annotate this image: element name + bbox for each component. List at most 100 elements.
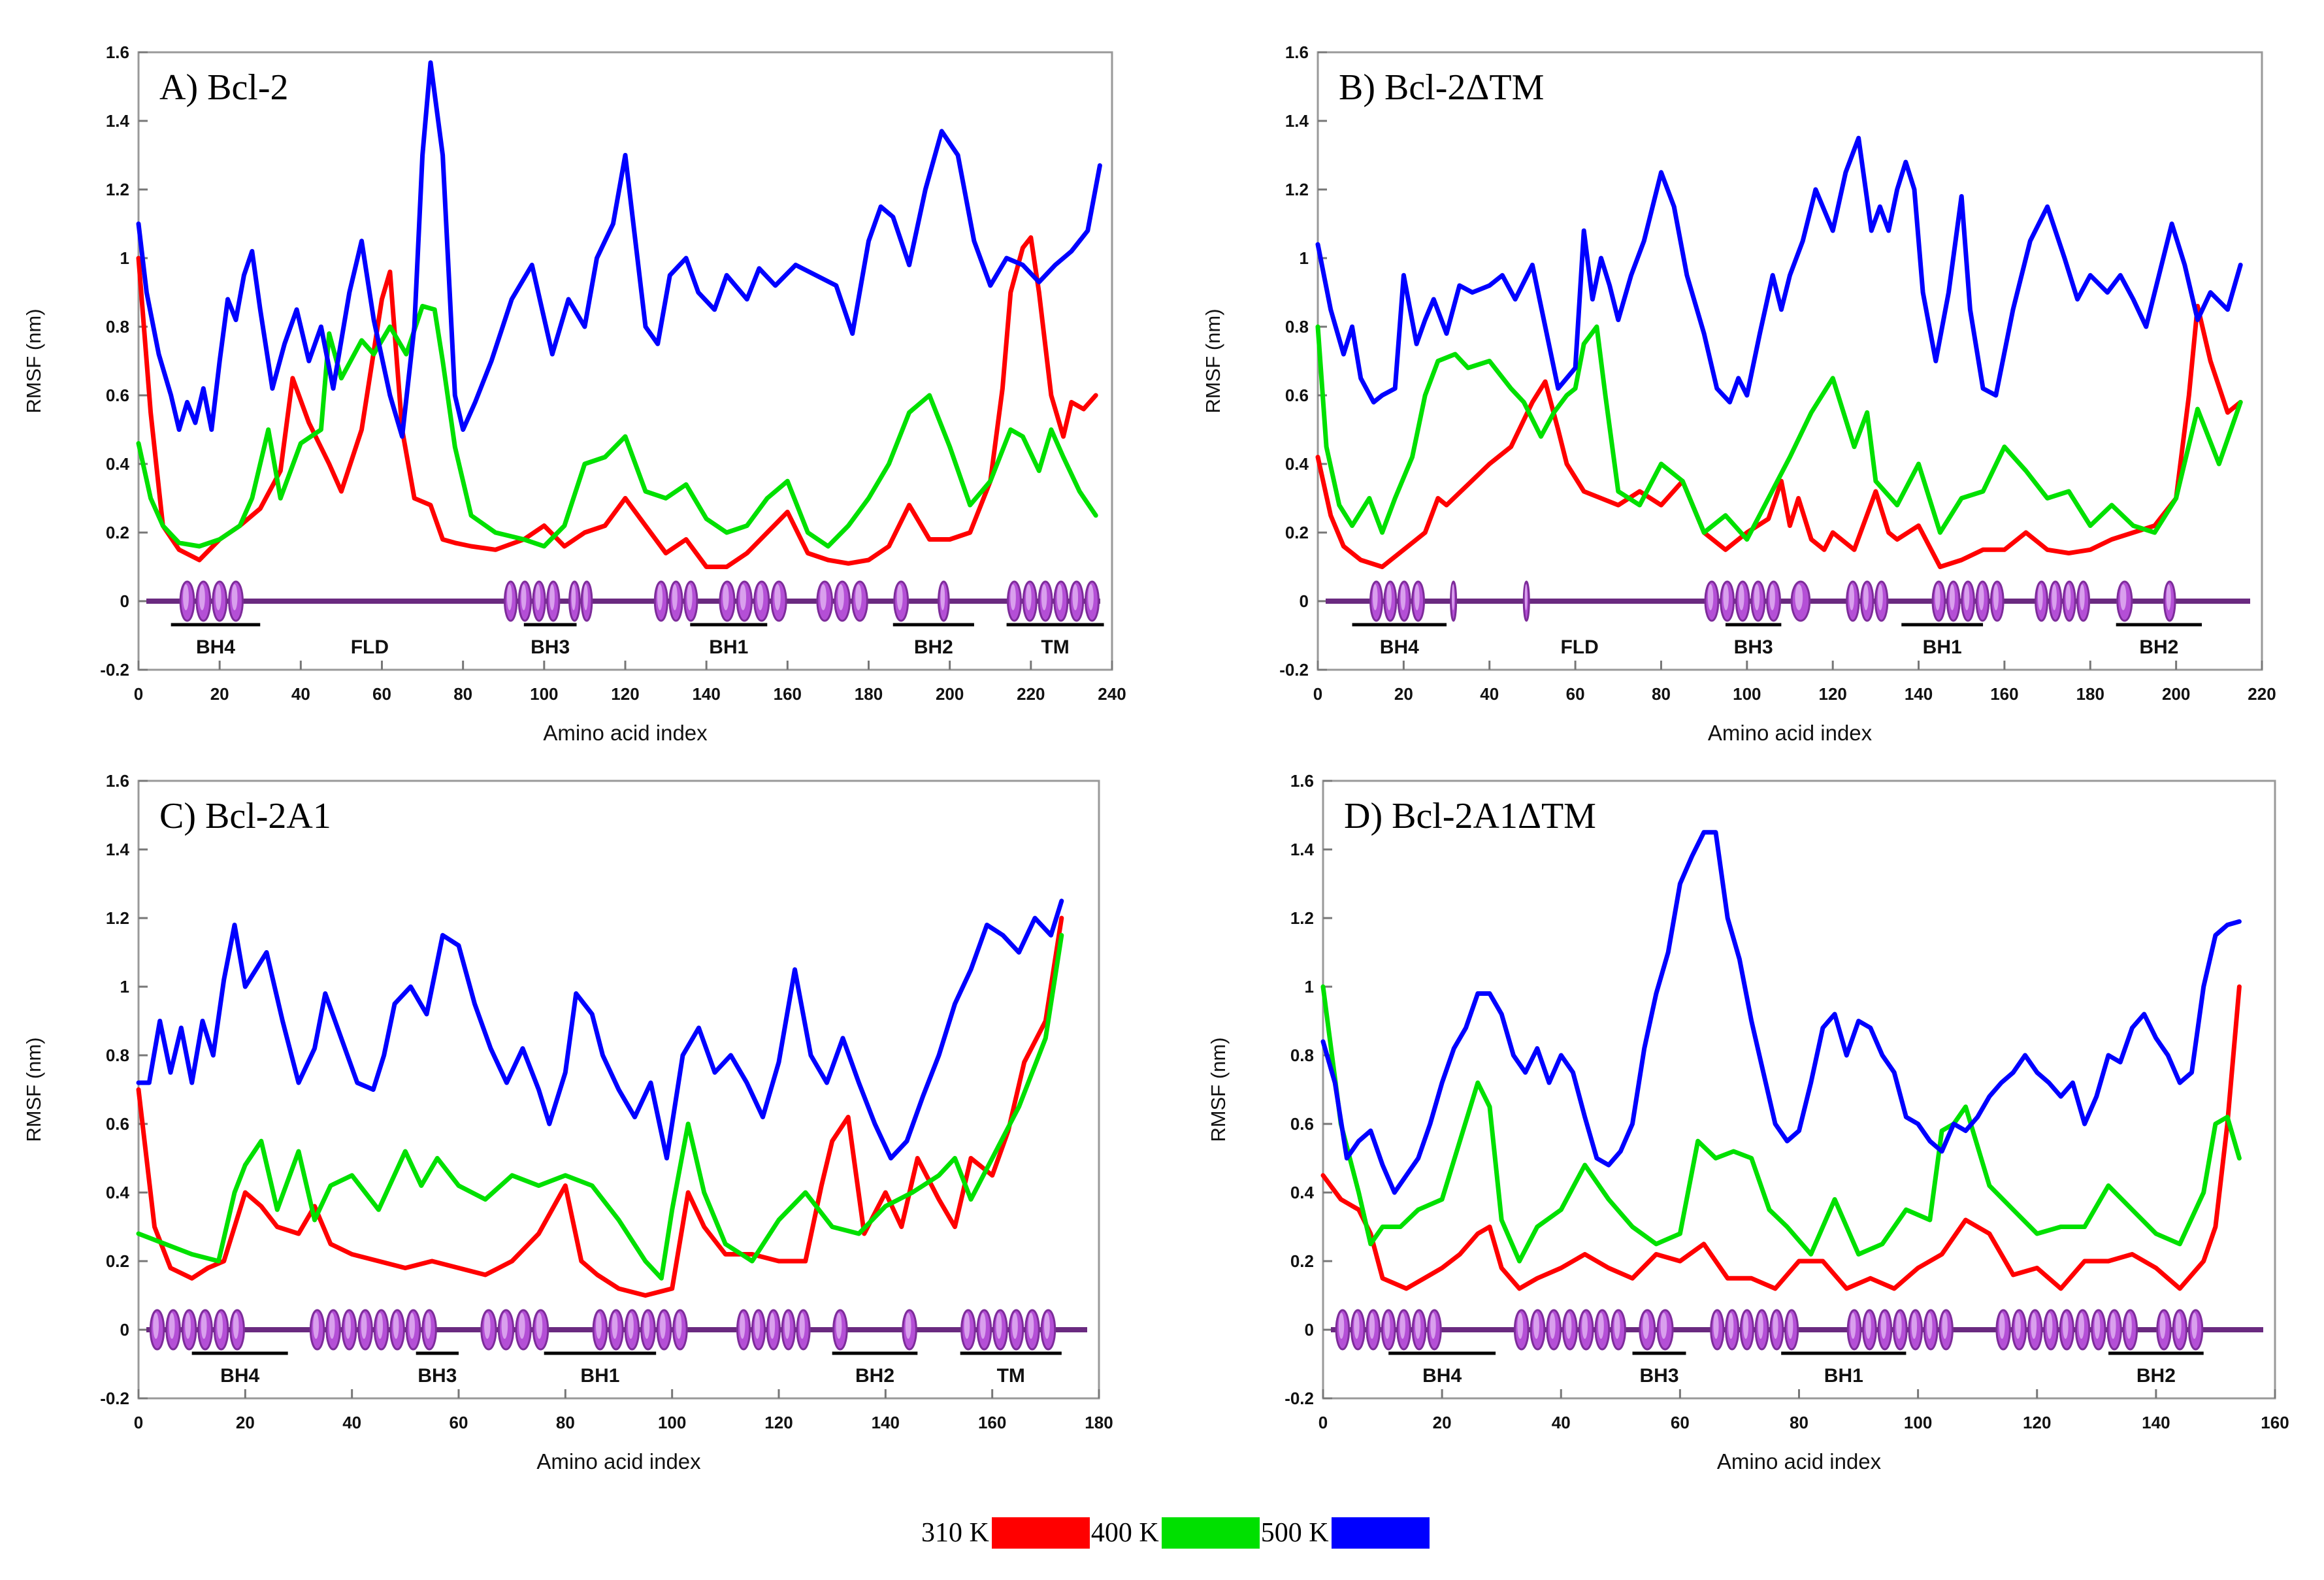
panel-3-helix-highlight (185, 1313, 191, 1339)
panel-2-xtick-label: 220 (2248, 684, 2276, 704)
panel-2-xtick-label: 0 (1313, 684, 1322, 704)
panel-2-ytick-label: 0.8 (1285, 317, 1309, 337)
panel-3-ytick-label: 1.4 (106, 840, 130, 859)
panel-4-plot-frame (1322, 780, 2276, 1400)
panel-4-ylabel: RMSF (nm) (1207, 1037, 1230, 1142)
panel-3-helix-highlight (596, 1313, 602, 1339)
panel-2-helix-6 (1846, 580, 1889, 622)
panel-3-series-400-k (136, 932, 1064, 1281)
panel-3-helix-5 (736, 1309, 811, 1351)
panel-2-ytick-label: 1.2 (1285, 180, 1309, 199)
panel-1-helix-8 (938, 580, 950, 622)
panel-4-series-310-k (1320, 984, 2242, 1291)
panel-3-helix-highlight (536, 1313, 543, 1339)
panel-3-xtick-label: 80 (556, 1413, 575, 1432)
panel-3-xtick-label: 140 (872, 1413, 900, 1432)
panel-4-series-500-k (1320, 830, 2242, 1195)
panel-2-helix-highlight (2080, 584, 2085, 610)
panel-4-helix-highlight (1743, 1313, 1749, 1339)
legend-swatch-500k (1331, 1517, 1430, 1549)
panel-1-xtick-label: 200 (936, 684, 964, 704)
panel-3-helix-highlight (519, 1313, 525, 1339)
panel-4-helix-highlight (1942, 1313, 1948, 1339)
panel-3-helix-highlight (1012, 1313, 1018, 1339)
panel-3-xlabel: Amino acid index (536, 1449, 701, 1473)
panel-4-ytick-label: 0.4 (1290, 1183, 1315, 1202)
panel-2-ytick-label: 1.4 (1285, 111, 1309, 131)
panel-3-helix-3 (480, 1309, 549, 1351)
panel-1-helix-highlight (215, 584, 221, 610)
panel-2-domain-label: BH4 (1380, 636, 1419, 658)
panel-4-ytick-label: 0.2 (1290, 1251, 1314, 1271)
panel-4-helix-highlight (1354, 1313, 1360, 1339)
panel-2-helix-9 (2116, 580, 2133, 622)
panel-4-helix-highlight (2175, 1313, 2182, 1339)
panel-2-helix-highlight (1769, 584, 1775, 610)
panel-1-domain-label: BH3 (531, 636, 570, 658)
panel-4-title: D) Bcl-2A1ΔTM (1344, 796, 1596, 836)
panel-1-helix-highlight (521, 584, 527, 610)
panel-3-ytick-label: 1.2 (106, 908, 129, 928)
panel-1-helix-highlight (506, 584, 512, 610)
panel-3-ytick-label: 1 (120, 977, 129, 996)
panel-3-helix-highlight (905, 1313, 911, 1339)
panel-2-helix-highlight (1964, 584, 1970, 610)
panel-2-xtick-label: 160 (1990, 684, 2018, 704)
panel-4-helix-highlight (1927, 1313, 1933, 1339)
panel-2-helix-highlight (1795, 584, 1803, 610)
panel-2-helix-highlight (1400, 584, 1406, 610)
panel-3-helix-highlight (313, 1313, 319, 1339)
panel-4-helix-highlight (1660, 1313, 1667, 1339)
panel-2-domain-bh2: BH2 (2116, 623, 2202, 658)
panel-2-helix-highlight (2119, 584, 2127, 610)
panel-1-domain-bh3: BH3 (523, 623, 577, 658)
panel-1-xtick-label: 160 (774, 684, 802, 704)
panel-2-helix-highlight (1993, 584, 1999, 610)
panel-4-helix-highlight (1614, 1313, 1620, 1339)
panel-1-helix-highlight (672, 584, 678, 610)
panel-2-helix-4 (1704, 580, 1781, 622)
panel-3-xtick-label: 120 (764, 1413, 793, 1432)
panel-1-helix-highlight (1010, 584, 1016, 610)
panel-2-helix-highlight (1372, 584, 1378, 610)
panel-4-helix-highlight (1430, 1313, 1436, 1339)
legend-label-500k: 500 K (1260, 1518, 1329, 1548)
panel-1-xtick-label: 180 (855, 684, 883, 704)
panel-1-helix-highlight (687, 584, 693, 610)
panel-3-helix-highlight (660, 1313, 666, 1339)
panel-1-helix-highlight (940, 584, 945, 610)
panel-2-helix-highlight (2065, 584, 2071, 610)
panel-2-xtick-label: 60 (1566, 684, 1585, 704)
panel-3-helix-highlight (233, 1313, 239, 1339)
panel-4-domain-label: BH4 (1422, 1365, 1462, 1387)
panel-2-ytick-label: 1.6 (1285, 42, 1309, 62)
panel-2-xlabel: Amino acid index (1708, 721, 1873, 745)
panel-1-helix-9 (1006, 580, 1100, 622)
panel-1-title: A) Bcl-2 (159, 67, 289, 108)
panel-1-domain-label: FLD (351, 636, 389, 658)
panel-1-ylabel: RMSF (nm) (22, 308, 45, 413)
panel-2-helix-1 (1369, 580, 1425, 622)
panel-4-helix-highlight (1338, 1313, 1345, 1339)
panel-2-helix-highlight (2052, 584, 2057, 610)
panel-3-xtick-label: 180 (1085, 1413, 1113, 1432)
legend-item-500k: 500 K (1261, 1517, 1431, 1549)
panel-2-domain-label: BH3 (1734, 636, 1773, 658)
panel-1-helix-highlight (183, 584, 189, 610)
panel-4-ytick-label: 0 (1305, 1320, 1314, 1340)
panel-4-helix-7 (2156, 1309, 2204, 1351)
panel-1-series-310-k (136, 235, 1098, 569)
panel-4-ytick-label: 1 (1305, 977, 1314, 996)
panel-3-domain-bh4: BH4 (191, 1351, 288, 1387)
panel-2-helix-highlight (1739, 584, 1744, 610)
panel-2-ytick-label: 0.6 (1285, 386, 1309, 405)
panel-2-helix-highlight (1524, 584, 1528, 610)
panel-3-domain-label: BH3 (417, 1365, 457, 1387)
panel-1-domain-label: BH4 (196, 636, 235, 658)
panel-4-domain-bh4: BH4 (1388, 1351, 1496, 1387)
panel-2-domain-fld: FLD (1560, 636, 1598, 658)
panel-1-helix-highlight (1041, 584, 1047, 610)
panel-4-xtick-label: 160 (2261, 1413, 2289, 1432)
panel-1-ytick-label: 0.8 (106, 317, 129, 337)
